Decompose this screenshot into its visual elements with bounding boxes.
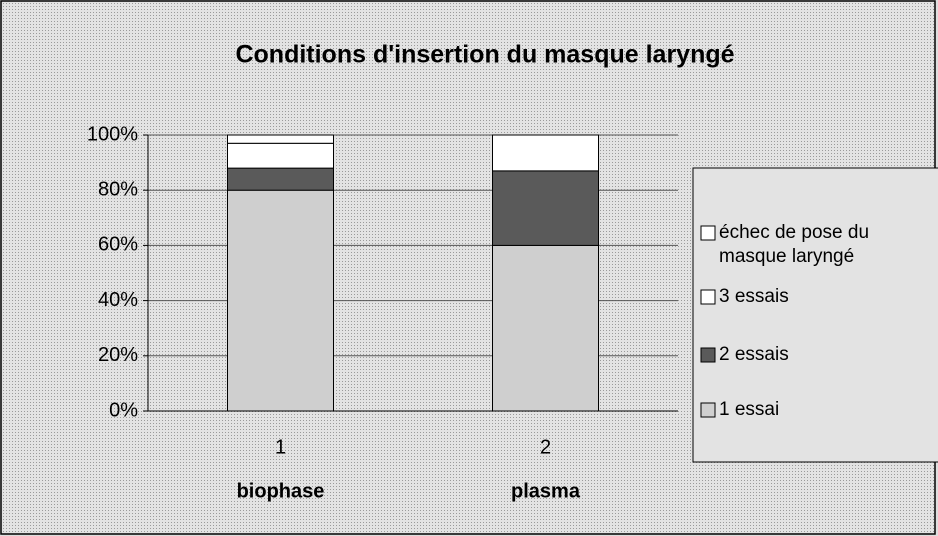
bar-segment [492, 170, 599, 246]
bar-segment [227, 189, 334, 412]
x-tick-label: 1 [275, 436, 286, 458]
legend-label: échec de pose du masque laryngé [719, 222, 870, 267]
bar-segment [227, 134, 334, 144]
x-group-label: plasma [511, 480, 581, 502]
legend-swatch [700, 289, 716, 305]
x-group-label: biophase [237, 480, 325, 502]
chart-title: Conditions d'insertion du masque laryngé [235, 41, 734, 69]
y-tick-label: 40% [98, 289, 138, 311]
y-tick-label: 60% [98, 234, 138, 256]
y-tick-label: 80% [98, 178, 138, 200]
legend-label: 3 essais [719, 286, 789, 307]
y-tick-label: 20% [98, 344, 138, 366]
y-tick-label: 0% [109, 399, 138, 421]
bar-segment [227, 142, 334, 169]
legend-label: 2 essais [719, 344, 789, 365]
legend-swatch [700, 225, 716, 241]
bar-segment [227, 167, 334, 191]
legend-label: 1 essai [719, 399, 780, 420]
legend-swatch [700, 347, 716, 363]
bar-segment [492, 134, 599, 172]
legend-swatch [700, 402, 716, 418]
legend-box [692, 167, 938, 463]
bar-segment [492, 244, 599, 412]
x-tick-label: 2 [540, 436, 551, 458]
y-tick-label: 100% [87, 123, 138, 145]
